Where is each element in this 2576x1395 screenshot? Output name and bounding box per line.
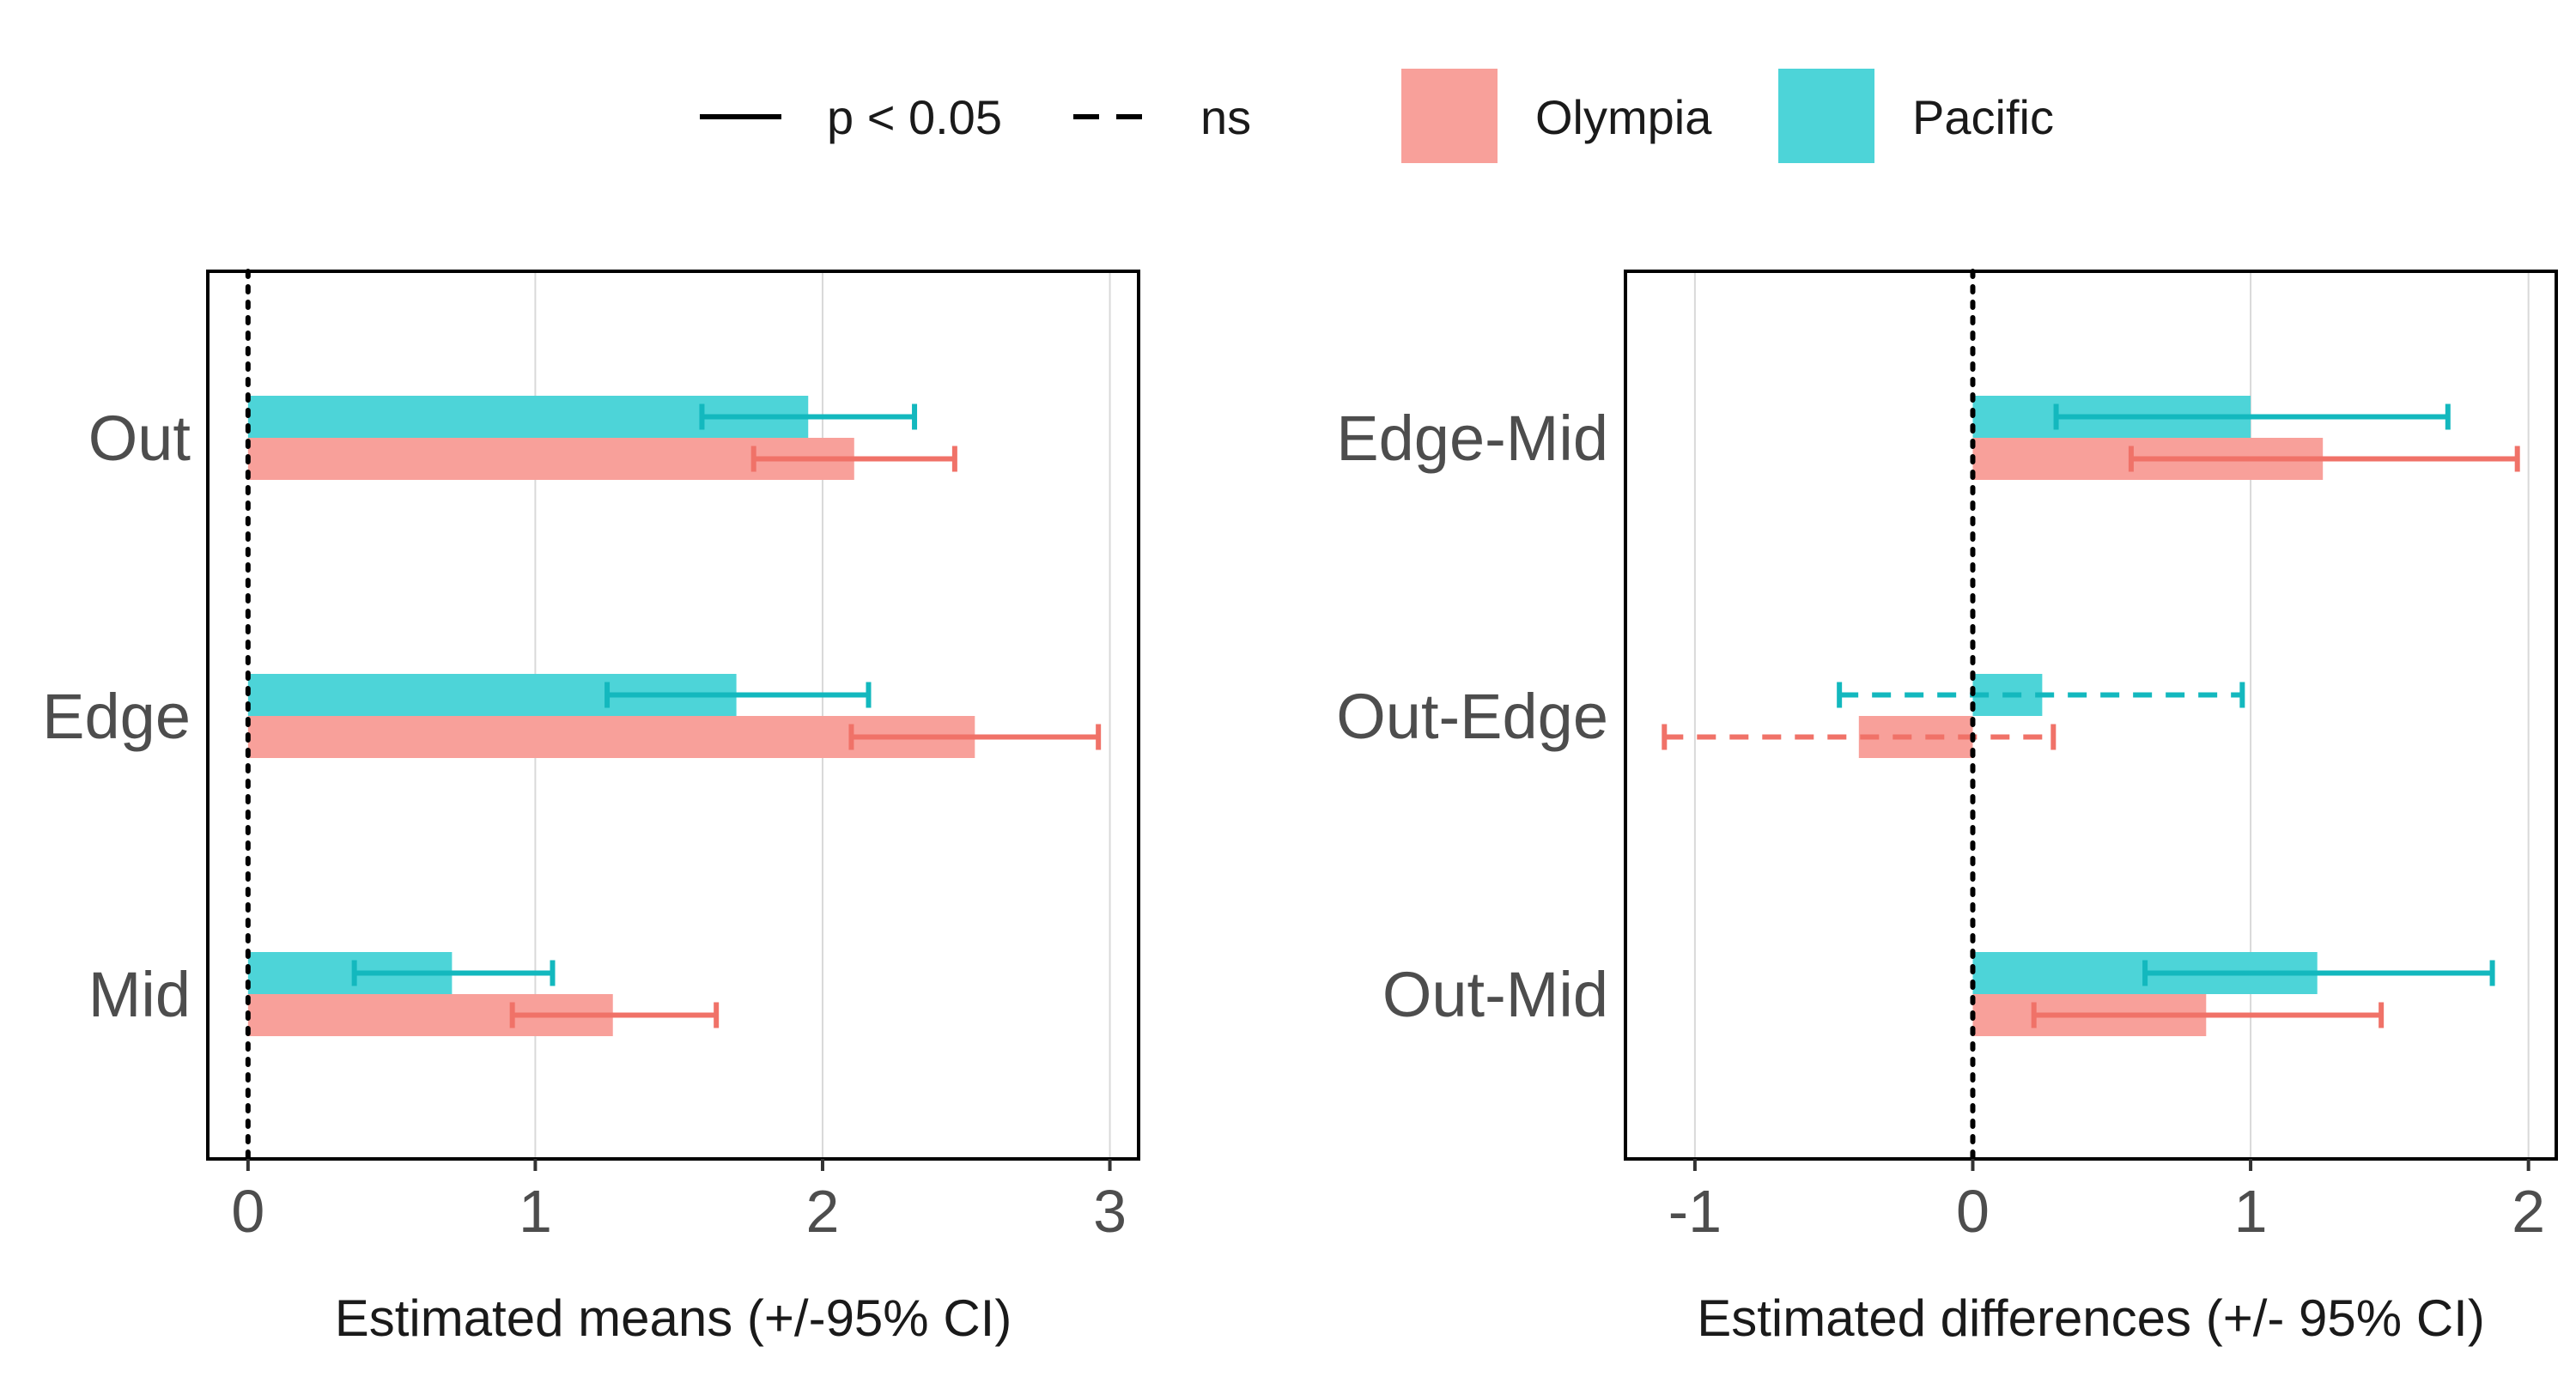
legend-swatch-olympia <box>1401 69 1498 163</box>
plot-frame <box>1624 270 2558 1161</box>
x-tick-label: 2 <box>2512 1178 2545 1245</box>
category-label: Mid <box>88 959 191 1030</box>
x-tick-label: 1 <box>519 1178 552 1245</box>
legend-label-dashed: ns <box>1200 90 1251 144</box>
category-label: Out <box>88 403 191 474</box>
x-tick-label: 1 <box>2234 1178 2268 1245</box>
category-label: Edge <box>42 681 191 752</box>
legend-label-pacific: Pacific <box>1912 90 2054 144</box>
x-tick-label: 0 <box>231 1178 264 1245</box>
differences-panel: Edge-Mid Out-Edge Out-Mid -1 0 1 2 Estimated di… <box>1336 269 2558 1347</box>
means-panel: Out Edge Mid 0 1 2 3 Estimated means (+/-95% CI… <box>42 269 1140 1347</box>
legend-swatch-pacific <box>1778 69 1874 163</box>
x-axis-title: Estimated means (+/-95% CI) <box>335 1289 1012 1347</box>
plot-frame <box>206 270 1140 1161</box>
x-axis-title: Estimated differences (+/- 95% CI) <box>1697 1289 2485 1347</box>
x-tick-label: 0 <box>1956 1178 1990 1245</box>
category-label: Out-Mid <box>1382 959 1608 1030</box>
category-label: Edge-Mid <box>1336 403 1608 474</box>
x-tick-label: 3 <box>1093 1178 1127 1245</box>
x-tick-label: 2 <box>806 1178 840 1245</box>
legend-label-solid: p < 0.05 <box>827 90 1002 144</box>
legend-label-olympia: Olympia <box>1535 90 1712 144</box>
category-label: Out-Edge <box>1336 681 1608 752</box>
x-tick-label: -1 <box>1668 1178 1722 1245</box>
legend: p < 0.05 ns Olympia Pacific <box>700 69 2054 163</box>
